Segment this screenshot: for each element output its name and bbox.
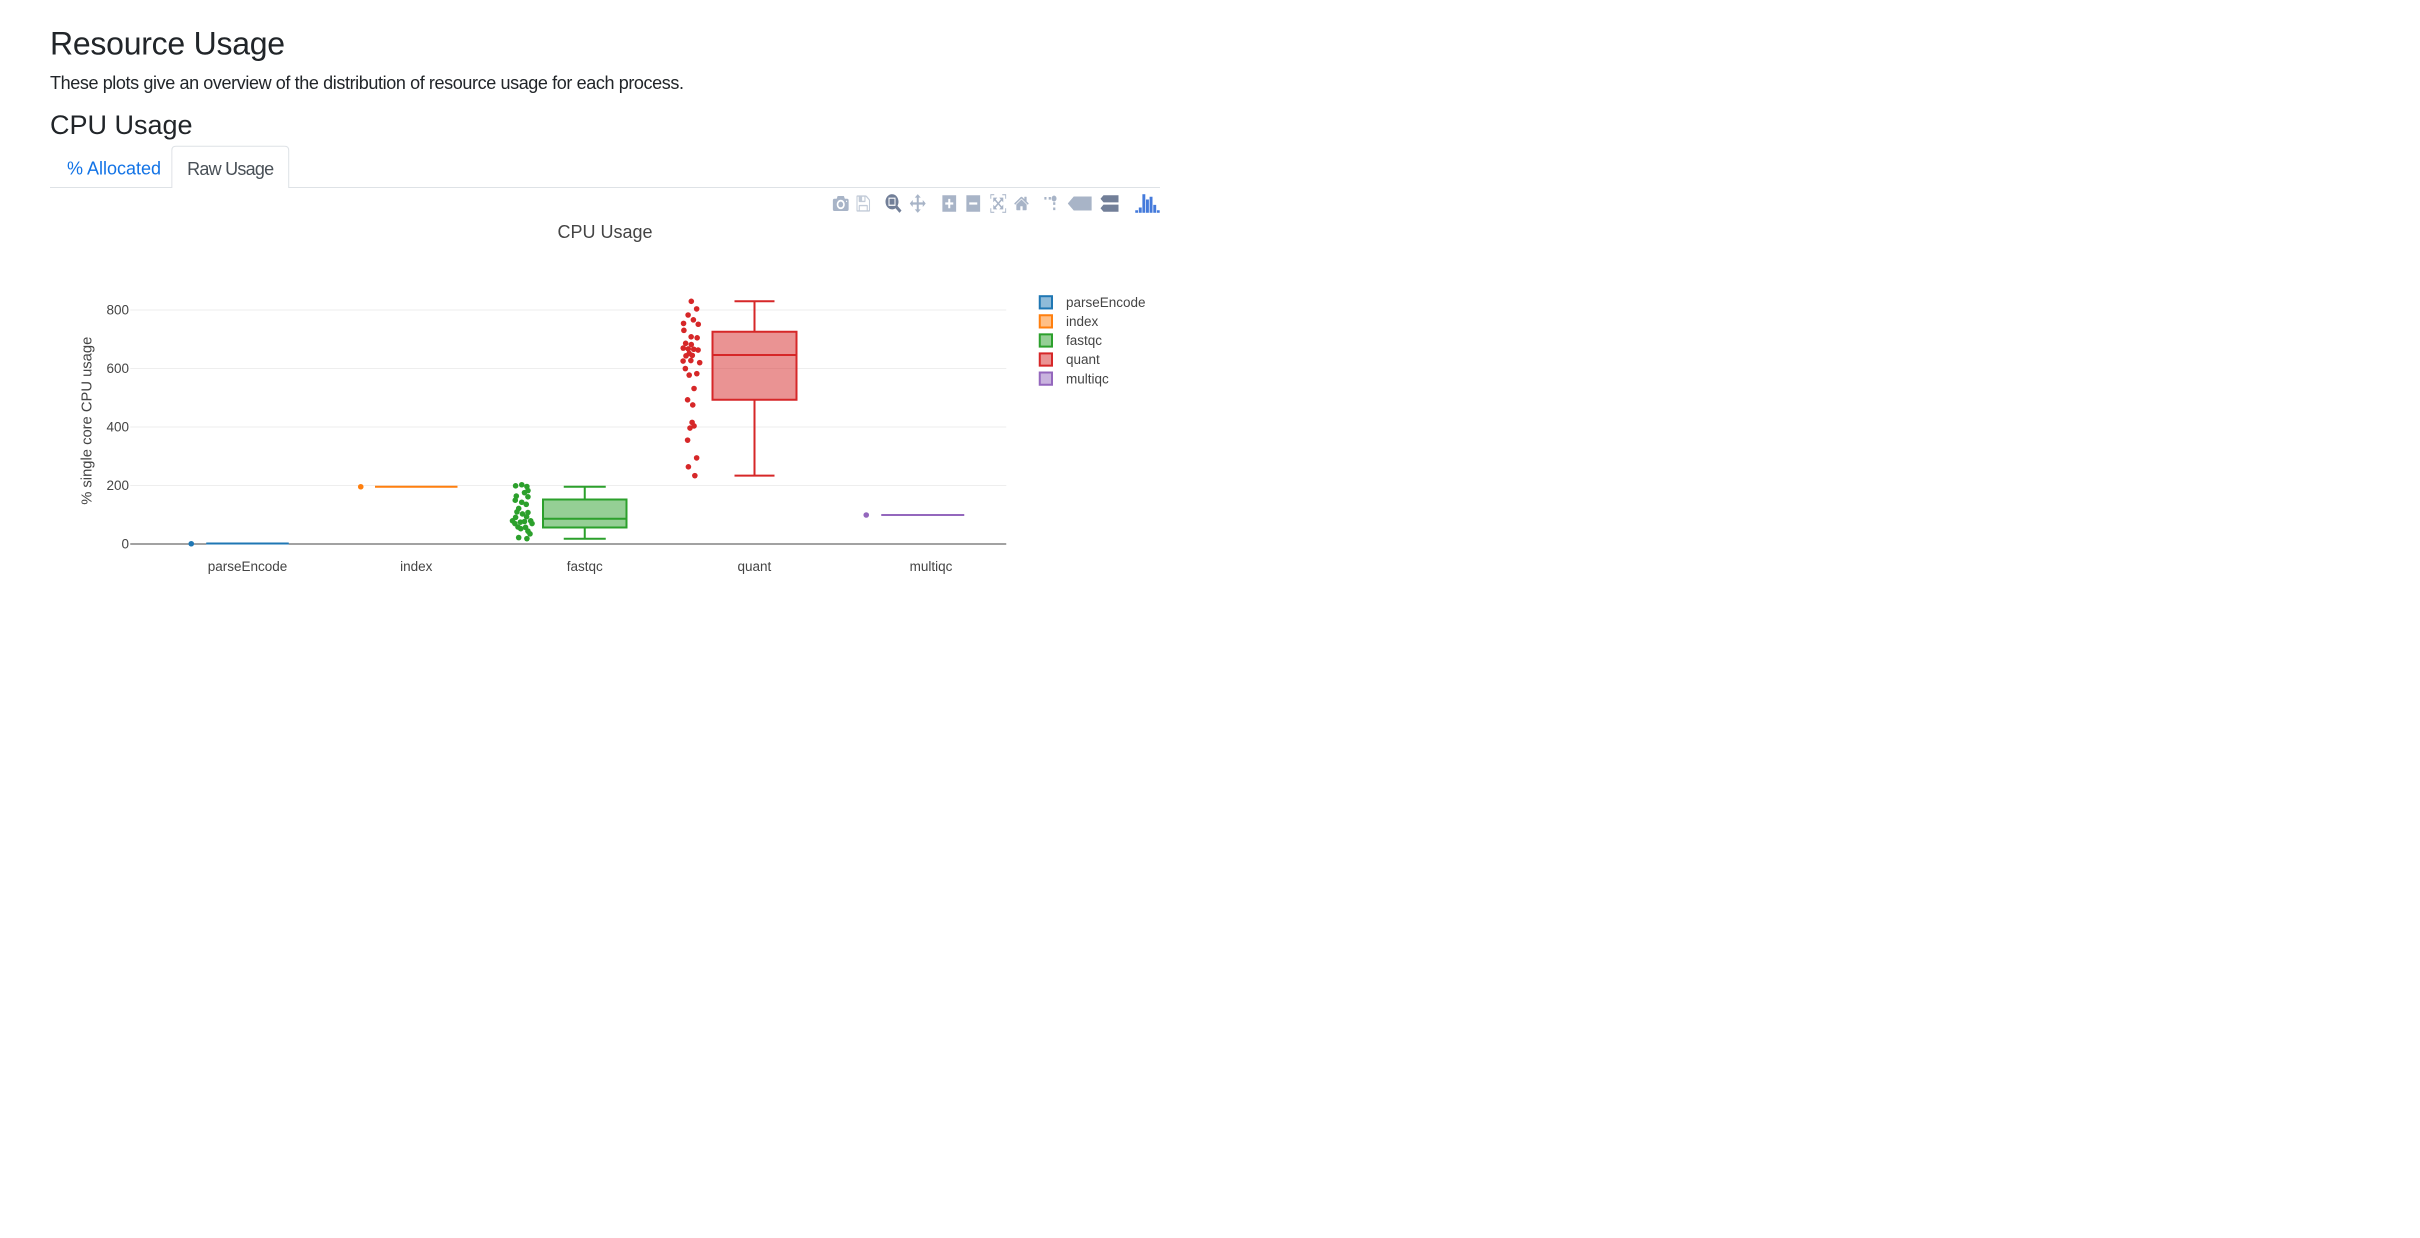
svg-text:CPU Usage: CPU Usage bbox=[50, 110, 193, 140]
svg-text:multiqc: multiqc bbox=[1066, 371, 1109, 386]
svg-text:% single core CPU usage: % single core CPU usage bbox=[80, 337, 96, 505]
svg-text:multiqc: multiqc bbox=[910, 559, 953, 574]
svg-text:quant: quant bbox=[1066, 352, 1100, 367]
svg-text:parseEncode: parseEncode bbox=[208, 559, 288, 574]
svg-text:600: 600 bbox=[106, 361, 129, 376]
svg-text:These plots give an overview o: These plots give an overview of the dist… bbox=[50, 73, 684, 93]
svg-text:400: 400 bbox=[106, 420, 129, 435]
svg-text:800: 800 bbox=[106, 303, 129, 318]
svg-text:0: 0 bbox=[121, 537, 129, 552]
svg-text:200: 200 bbox=[106, 478, 129, 493]
svg-text:Raw Usage: Raw Usage bbox=[187, 159, 274, 179]
svg-text:fastqc: fastqc bbox=[1066, 333, 1102, 348]
svg-text:% Allocated: % Allocated bbox=[67, 159, 161, 179]
svg-text:Resource Usage: Resource Usage bbox=[50, 26, 285, 62]
svg-text:quant: quant bbox=[737, 559, 771, 574]
svg-text:CPU Usage: CPU Usage bbox=[557, 222, 652, 242]
svg-text:index: index bbox=[1066, 314, 1099, 329]
svg-text:fastqc: fastqc bbox=[567, 559, 603, 574]
svg-text:index: index bbox=[400, 559, 433, 574]
svg-text:parseEncode: parseEncode bbox=[1066, 295, 1146, 310]
